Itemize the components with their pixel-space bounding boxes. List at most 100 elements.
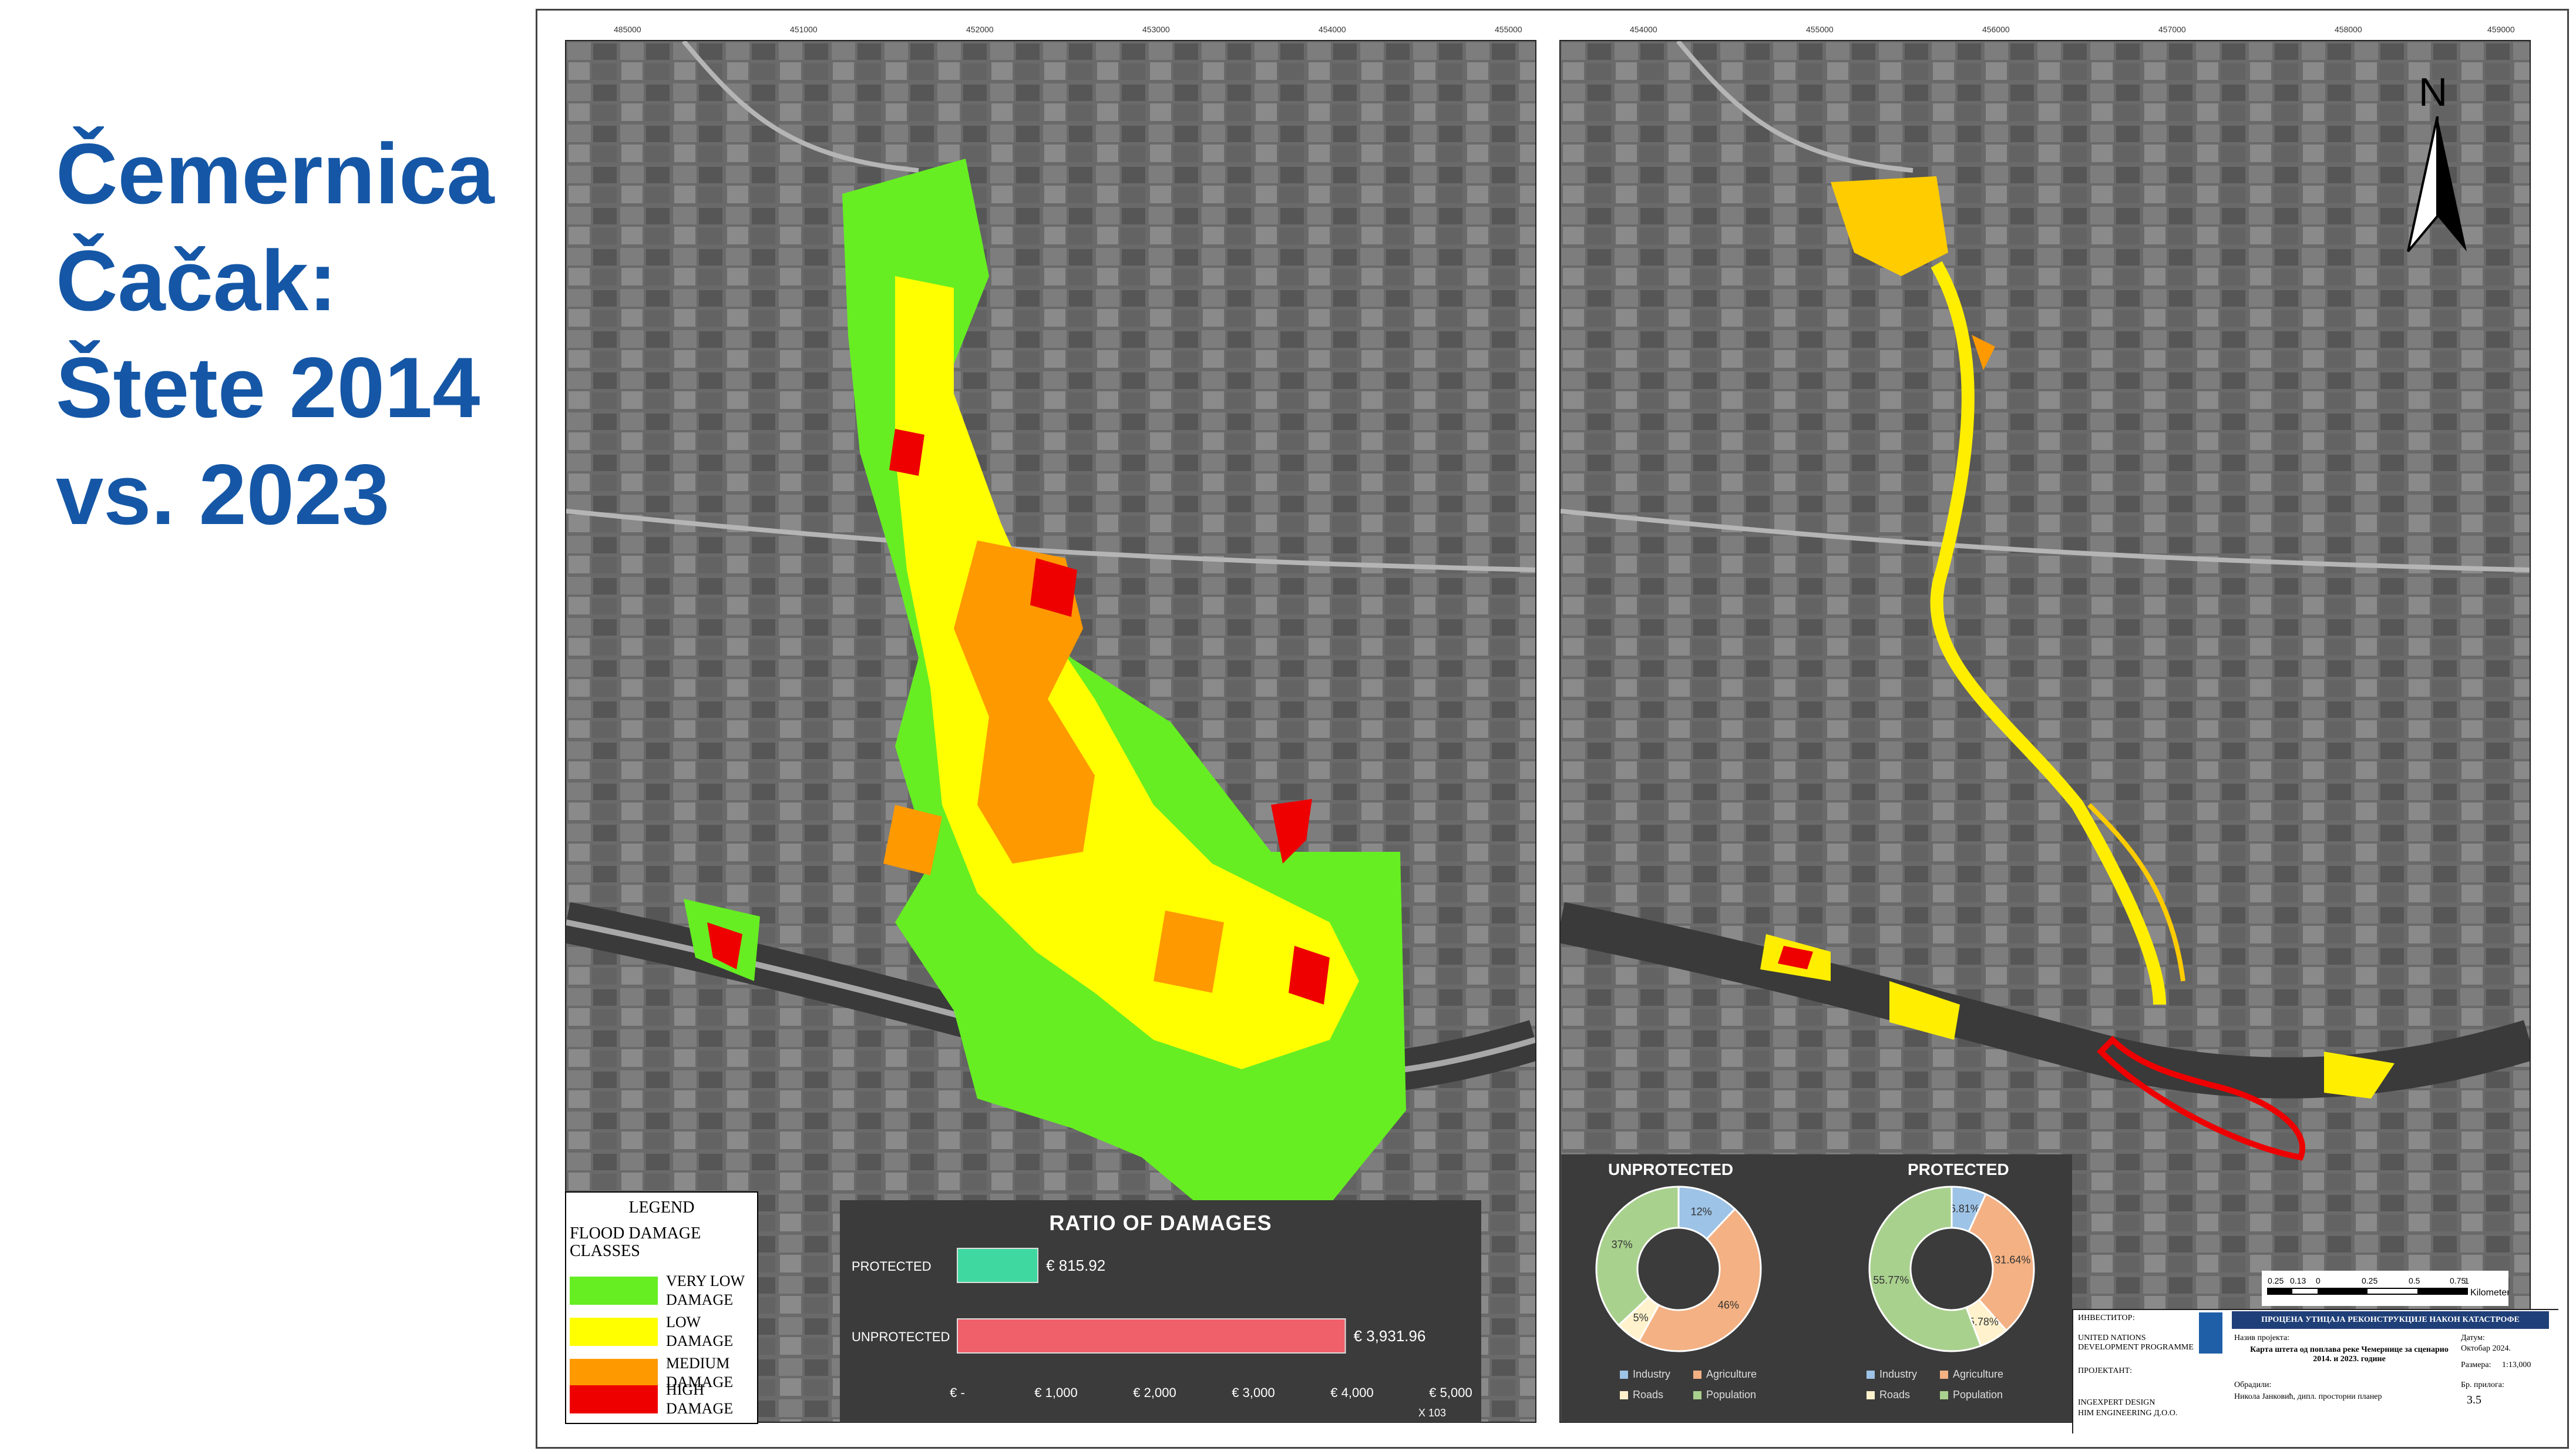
legend-label: HIGH DAMAGE xyxy=(666,1381,734,1417)
legend-swatch xyxy=(570,1385,658,1413)
project-label: Назив пројекта: xyxy=(2234,1334,2290,1342)
legend-label: MEDIUM DAMAGE xyxy=(666,1355,734,1391)
pie-charts-svg: 12% 46% 5% 37% 6.81% 31.64% 5.78% 55.77% Industr… xyxy=(1595,1186,2035,1401)
flood-damage-areas xyxy=(1760,176,2395,1161)
pie-legend-swatch xyxy=(1940,1371,1948,1379)
pie-legend-label: Roads xyxy=(1633,1389,1663,1401)
coord-label: 451000 xyxy=(790,25,818,34)
designer-name-1: INGEXPERT DESIGN xyxy=(2078,1398,2155,1407)
coord-label: 455000 xyxy=(1495,25,1522,34)
coord-label: 453000 xyxy=(1142,25,1170,34)
legend-swatch xyxy=(570,1277,658,1305)
legend-swatch xyxy=(570,1318,658,1346)
title-line-3: Štete 2014 xyxy=(56,340,480,435)
coord-label: 454000 xyxy=(1319,25,1346,34)
ratio-chart: RATIO OF DAMAGES PROTECTED € 815.92 UNPROT… xyxy=(840,1200,1481,1422)
pie-slice-label: 6.81% xyxy=(1950,1203,1980,1214)
bar-category-label: PROTECTED xyxy=(852,1259,931,1274)
road xyxy=(681,41,919,173)
x-tick-label: € - xyxy=(950,1385,965,1400)
legend-title: LEGEND xyxy=(628,1198,695,1217)
legend-subtitle: FLOOD DAMAGE CLASSES xyxy=(570,1224,701,1260)
designer-name-2: HIM ENGINEERING Д.О.О. xyxy=(2078,1409,2178,1418)
bar-category-label: UNPROTECTED xyxy=(852,1329,950,1344)
title-line-4: vs. 2023 xyxy=(56,446,390,542)
date-label: Датум: xyxy=(2461,1334,2485,1342)
pie-legend-label: Agriculture xyxy=(1953,1368,2003,1380)
pie-legend-swatch xyxy=(1940,1391,1948,1399)
prepared-label: Обрадили: xyxy=(2234,1381,2272,1389)
legend-item: VERY LOW DAMAGE xyxy=(570,1272,758,1313)
legend-item: HIGH DAMAGE xyxy=(570,1381,758,1422)
pie-legend-label: Roads xyxy=(1879,1389,1910,1401)
pie-slice-label: 5.78% xyxy=(1969,1316,1999,1328)
legend-item: LOW DAMAGE xyxy=(570,1313,758,1354)
coord-label: 457000 xyxy=(2158,25,2186,34)
scale-tick: 0.5 xyxy=(2409,1276,2420,1285)
pie-slice xyxy=(1968,1193,2035,1332)
coord-label: 455000 xyxy=(1806,25,1834,34)
title-line-1: Čemernica xyxy=(56,126,495,221)
scale-tick: 0.25 xyxy=(2362,1276,2377,1285)
north-label: N xyxy=(2419,70,2448,115)
pie-legend-label: Population xyxy=(1706,1389,1756,1401)
ratio-chart-title: RATIO OF DAMAGES xyxy=(1049,1211,1272,1235)
pie-legend-swatch xyxy=(1693,1371,1701,1379)
scale-tick: 1 xyxy=(2464,1276,2469,1285)
scale-value: 1:13,000 xyxy=(2502,1361,2531,1369)
coord-label: 459000 xyxy=(2487,25,2515,34)
sheet-label: Бр. прилога: xyxy=(2461,1381,2504,1389)
road xyxy=(1676,41,1913,173)
undp-logo xyxy=(2199,1312,2222,1354)
map-title: Карта штета од поплава реке Чемернице за… xyxy=(2250,1345,2449,1364)
pie-legend-swatch xyxy=(1867,1391,1875,1399)
coord-label: 456000 xyxy=(1982,25,2010,34)
pie-slice-label: 46% xyxy=(1718,1299,1739,1311)
scale-bar: 0.25 0.13 0 0.25 0.5 0.75 1 Kilometers xyxy=(2262,1271,2515,1306)
investor-name: UNITED NATIONS DEVELOPMENT PROGRAMME xyxy=(2078,1334,2194,1352)
bar xyxy=(957,1318,1346,1354)
title-line-2: Čačak: xyxy=(56,233,337,328)
pie-legend-label: Industry xyxy=(1879,1368,1917,1380)
pie-legend-label: Industry xyxy=(1633,1368,1670,1380)
map-sheet: 485000 451000 452000 453000 454000 45500… xyxy=(536,9,2569,1449)
pie-legend-swatch xyxy=(1867,1371,1875,1379)
pie-slice-label: 55.77% xyxy=(1873,1274,1909,1286)
x-axis-unit: X 103 xyxy=(1418,1407,1446,1419)
x-tick-label: € 3,000 xyxy=(1232,1385,1274,1400)
flood-damage-areas xyxy=(684,159,1406,1216)
page-title: Čemernica Čačak: Štete 2014 vs. 2023 xyxy=(56,120,526,548)
pie-title-protected: PROTECTED xyxy=(1908,1160,2009,1178)
pie-slice-label: 5% xyxy=(1633,1312,1649,1324)
scale-bar-svg: 0.25 0.13 0 0.25 0.5 0.75 1 Kilometers xyxy=(2267,1276,2515,1298)
legend-swatch xyxy=(570,1359,658,1387)
bar-value-label: € 815.92 xyxy=(1046,1257,1105,1274)
pie-legend-label: Population xyxy=(1953,1389,2003,1401)
pie-slice xyxy=(1595,1186,1680,1327)
pie-slice-label: 31.64% xyxy=(1995,1254,2030,1265)
scale-unit: Kilometers xyxy=(2470,1288,2508,1298)
designer-label: ПРОЈЕКТАНТ: xyxy=(2078,1366,2133,1375)
coord-label: 452000 xyxy=(966,25,994,34)
pie-slice xyxy=(1637,1207,1762,1352)
legend-label: LOW DAMAGE xyxy=(666,1314,734,1349)
map-legend: LEGEND FLOOD DAMAGE CLASSES VERY LOW DAM… xyxy=(565,1191,758,1424)
pie-slice-label: 12% xyxy=(1691,1205,1712,1217)
x-tick-label: € 2,000 xyxy=(1133,1385,1176,1400)
bar xyxy=(957,1248,1039,1283)
title-block: ИНВЕСТИТОР: UNITED NATIONS DEVELOPMENT P… xyxy=(2072,1309,2558,1433)
pie-legend-swatch xyxy=(1620,1371,1628,1379)
pie-panel: UNPROTECTED PROTECTED 12% 46% 5% 37% 6.81% 31… xyxy=(1561,1154,2072,1422)
pie-legend-swatch xyxy=(1620,1391,1628,1399)
north-arrow-icon xyxy=(2407,116,2467,253)
sheet-number: 3.5 xyxy=(2467,1393,2481,1406)
x-tick-label: € 5,000 xyxy=(1429,1385,1472,1400)
scale-tick: 0.75 xyxy=(2450,1276,2466,1285)
investor-label: ИНВЕСТИТОР: xyxy=(2078,1314,2135,1322)
title-block-header: ПРОЦЕНА УТИЦАЈА РЕКОНСТРУКЦИЈЕ НАКОН КАТ… xyxy=(2232,1311,2549,1329)
x-tick-label: € 1,000 xyxy=(1034,1385,1077,1400)
scale-tick: 0 xyxy=(2316,1276,2321,1285)
scale-tick: 0.25 xyxy=(2268,1276,2284,1285)
pie-slice xyxy=(1868,1186,1982,1352)
x-tick-label: € 4,000 xyxy=(1330,1385,1373,1400)
